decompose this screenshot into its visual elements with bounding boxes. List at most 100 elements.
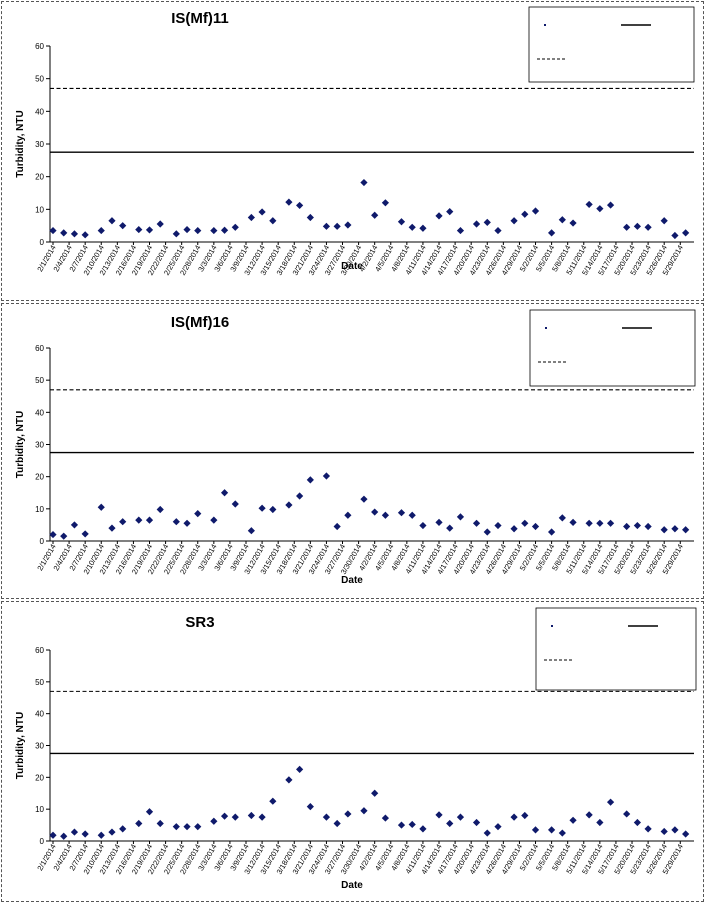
y-tick-label: 50 [35, 376, 44, 385]
data-point [220, 812, 229, 820]
data-point [435, 811, 443, 819]
y-tick-label: 0 [40, 837, 45, 846]
data-point [569, 816, 577, 824]
data-point [456, 513, 465, 521]
data-point [494, 226, 502, 235]
data-point [558, 514, 566, 522]
data-point [397, 821, 406, 829]
data-point [483, 829, 491, 837]
data-point [548, 229, 556, 237]
data-point [360, 495, 368, 503]
data-point [258, 208, 266, 216]
data-point [269, 217, 277, 225]
data-point [60, 832, 68, 840]
data-point [397, 509, 406, 517]
chart-panel-sr3: SR3 0 10 20 30 40 50 60 2/1/2014 2/4/2014 2/7/2014… [1, 601, 704, 902]
y-tick-label: 30 [35, 441, 44, 450]
data-point [183, 519, 191, 527]
data-point [145, 226, 154, 234]
data-point [521, 519, 529, 527]
data-point [531, 826, 540, 834]
data-point [510, 217, 518, 225]
y-tick-label: 60 [35, 42, 44, 51]
data-point [419, 224, 427, 232]
legend-box [535, 607, 697, 691]
data-point [472, 818, 481, 827]
data-point [606, 519, 615, 527]
data-point [644, 522, 652, 531]
x-axis-label: Date [341, 261, 363, 272]
data-point [596, 205, 604, 213]
data-point [682, 526, 690, 534]
data-point [172, 518, 180, 526]
y-tick-label: 20 [35, 773, 44, 782]
data-point [671, 826, 679, 834]
chart-panel-ismf11: IS(Mf)11 0 10 20 30 40 50 60 2/1/2014 2/4/2014 2/7… [1, 1, 704, 301]
data-point [521, 811, 529, 820]
data-point [60, 229, 68, 237]
y-tick-label: 40 [35, 408, 44, 417]
data-point [548, 528, 556, 536]
data-point [606, 201, 615, 209]
data-point [285, 198, 293, 206]
data-point [381, 199, 390, 207]
data-point [531, 522, 540, 531]
data-point [510, 813, 518, 821]
data-point [49, 226, 57, 235]
data-point [60, 532, 68, 540]
data-point [371, 211, 379, 219]
chart-ismf16: IS(Mf)1601020304050602/1/20142/4/20142/7… [15, 309, 696, 586]
data-point [220, 489, 229, 497]
data-point [135, 819, 143, 828]
data-point [119, 222, 127, 230]
data-point [322, 222, 331, 230]
data-point [322, 472, 331, 480]
data-point [70, 828, 79, 836]
chart-title: IS(Mf)11 [171, 10, 229, 27]
legend-marker-swatch [545, 327, 547, 329]
data-point [333, 522, 341, 531]
legend-box [528, 6, 695, 83]
data-point [119, 518, 127, 526]
data-point [483, 218, 491, 226]
data-point [644, 825, 652, 833]
data-point [494, 521, 502, 530]
data-point [210, 817, 218, 825]
data-point [344, 511, 352, 519]
data-point [548, 826, 556, 834]
chart-panel-ismf16: IS(Mf)16 0 10 20 30 40 50 60 2/1/2014 2/4/2014 2/7… [1, 303, 704, 599]
data-point [585, 811, 593, 819]
data-point [296, 765, 304, 773]
data-point [97, 831, 105, 839]
data-point [135, 225, 143, 234]
y-tick-label: 10 [35, 205, 44, 214]
data-point [344, 221, 352, 229]
data-point [521, 210, 529, 218]
data-point [381, 511, 390, 519]
data-point [446, 208, 454, 216]
data-point [70, 521, 79, 529]
y-tick-label: 20 [35, 173, 44, 182]
data-point [606, 798, 615, 806]
data-point [194, 823, 202, 831]
data-point [483, 528, 491, 536]
data-point [397, 218, 406, 226]
data-point [623, 522, 631, 531]
data-point [81, 830, 89, 838]
data-point [344, 810, 352, 818]
data-point [644, 223, 652, 231]
data-point [119, 825, 127, 833]
y-tick-label: 60 [35, 344, 44, 353]
data-point [247, 527, 255, 535]
data-point [81, 231, 89, 239]
data-point [296, 492, 304, 500]
data-point [360, 807, 368, 815]
data-point [135, 516, 143, 524]
data-point [285, 501, 293, 509]
data-point [531, 207, 540, 215]
data-point [156, 220, 164, 228]
data-point [194, 226, 202, 235]
data-point [671, 525, 679, 533]
data-point [306, 213, 314, 222]
y-tick-label: 60 [35, 646, 44, 655]
